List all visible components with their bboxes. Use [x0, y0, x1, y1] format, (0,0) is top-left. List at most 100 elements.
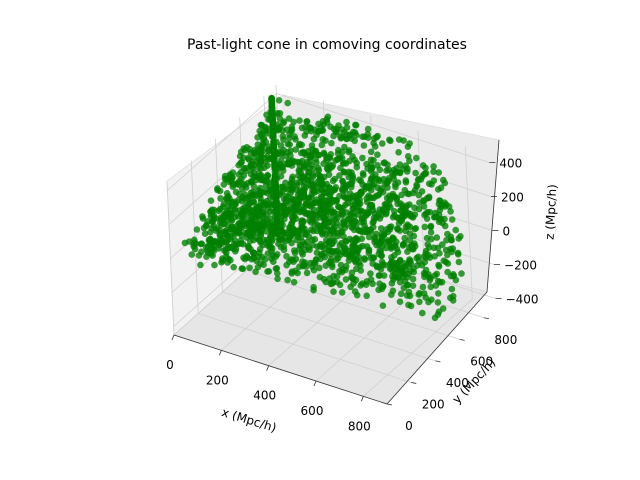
scatter-point: [324, 113, 332, 121]
scatter-point: [268, 133, 276, 140]
tick-mark: [360, 396, 364, 402]
scatter-point: [338, 289, 346, 296]
scatter-point: [313, 249, 321, 256]
scatter-point: [303, 158, 311, 166]
scatter-point: [275, 97, 283, 104]
scatter-point: [369, 280, 376, 288]
scatter-point: [211, 261, 218, 269]
y-tick-label: 400: [446, 376, 469, 390]
scatter-point: [210, 212, 218, 219]
scatter-point: [454, 249, 462, 257]
scatter-point: [433, 234, 441, 241]
scatter-point: [307, 219, 315, 226]
scatter-point: [394, 226, 402, 233]
scatter-point: [386, 265, 394, 273]
scatter-point: [359, 170, 367, 177]
scatter-point: [361, 222, 368, 230]
scatter-point: [375, 176, 383, 183]
scatter-point: [247, 232, 254, 240]
scatter-point: [322, 137, 329, 144]
scatter-point: [434, 299, 442, 306]
scatter-point: [439, 219, 446, 227]
scatter-point: [409, 275, 417, 283]
scatter-point: [297, 169, 305, 177]
scatter-point: [266, 187, 273, 195]
scatter-point: [336, 242, 344, 249]
scatter-point: [406, 212, 414, 219]
scatter-point: [355, 254, 363, 261]
scatter-point: [299, 219, 307, 226]
scatter-point: [283, 252, 290, 260]
scatter-point: [447, 233, 455, 241]
scatter-point: [223, 238, 230, 246]
scatter-point: [288, 227, 295, 235]
scatter-point: [317, 185, 325, 193]
grid-line: [363, 299, 473, 397]
scatter-point: [427, 229, 435, 236]
scatter-point: [207, 241, 215, 249]
scatter-point: [245, 216, 253, 224]
scatter-point: [341, 194, 349, 201]
scatter-point: [351, 137, 359, 145]
scatter-point: [193, 226, 201, 233]
scatter-point: [439, 241, 446, 248]
scatter-point: [349, 172, 357, 180]
scatter-point: [406, 236, 414, 244]
scatter-point: [458, 270, 465, 277]
scatter-point: [349, 249, 356, 256]
scatter-point: [251, 173, 259, 181]
scatter-point: [252, 234, 260, 242]
scatter-point: [367, 254, 375, 262]
scatter-point: [201, 230, 209, 237]
y-tick-label: 600: [470, 354, 493, 368]
scatter-point: [235, 161, 242, 169]
scatter-point: [269, 222, 277, 229]
scatter-point: [232, 188, 240, 196]
tick-mark: [483, 317, 489, 320]
scatter-point: [286, 134, 293, 142]
scatter-point: [297, 174, 304, 182]
scatter-point: [371, 238, 378, 246]
scatter-point: [383, 209, 390, 216]
tick-mark: [171, 334, 175, 341]
scatter-point: [398, 191, 405, 199]
scatter-point: [299, 258, 306, 266]
scatter-point: [352, 218, 360, 225]
scatter-point: [294, 227, 302, 235]
scatter-point: [246, 264, 253, 272]
scatter-point: [379, 302, 387, 310]
scatter-point: [421, 170, 429, 178]
scatter-point: [415, 257, 423, 265]
tick-mark: [411, 382, 417, 384]
scatter-point: [290, 258, 297, 266]
scatter-point: [359, 154, 366, 162]
grid-line: [222, 291, 436, 362]
scatter-point: [351, 288, 359, 295]
scatter-point: [367, 148, 375, 156]
scatter-point: [409, 282, 417, 290]
scatter-point: [216, 230, 224, 237]
scatter-point: [336, 281, 344, 289]
scatter-point: [448, 248, 456, 256]
scatter-point: [289, 216, 297, 224]
scatter-point: [315, 167, 323, 174]
scatter-point: [261, 255, 269, 263]
scatter-point: [412, 169, 419, 177]
scatter-point: [274, 275, 281, 283]
scatter-point: [432, 282, 440, 289]
scatter-point: [326, 247, 333, 254]
scatter-point: [300, 183, 308, 190]
scatter-point: [249, 188, 257, 196]
scatter-point: [311, 236, 319, 243]
scatter-point: [383, 194, 391, 202]
scatter-point: [323, 207, 331, 214]
scatter-point: [289, 157, 296, 164]
scatter-point: [374, 132, 381, 140]
scatter-point: [296, 117, 303, 124]
scatter-point: [406, 140, 413, 147]
scatter-point: [348, 269, 356, 277]
scatter-point: [403, 202, 411, 209]
scatter-point: [401, 278, 409, 285]
y-tick-label: 200: [422, 397, 445, 411]
scatter-point: [330, 288, 337, 296]
